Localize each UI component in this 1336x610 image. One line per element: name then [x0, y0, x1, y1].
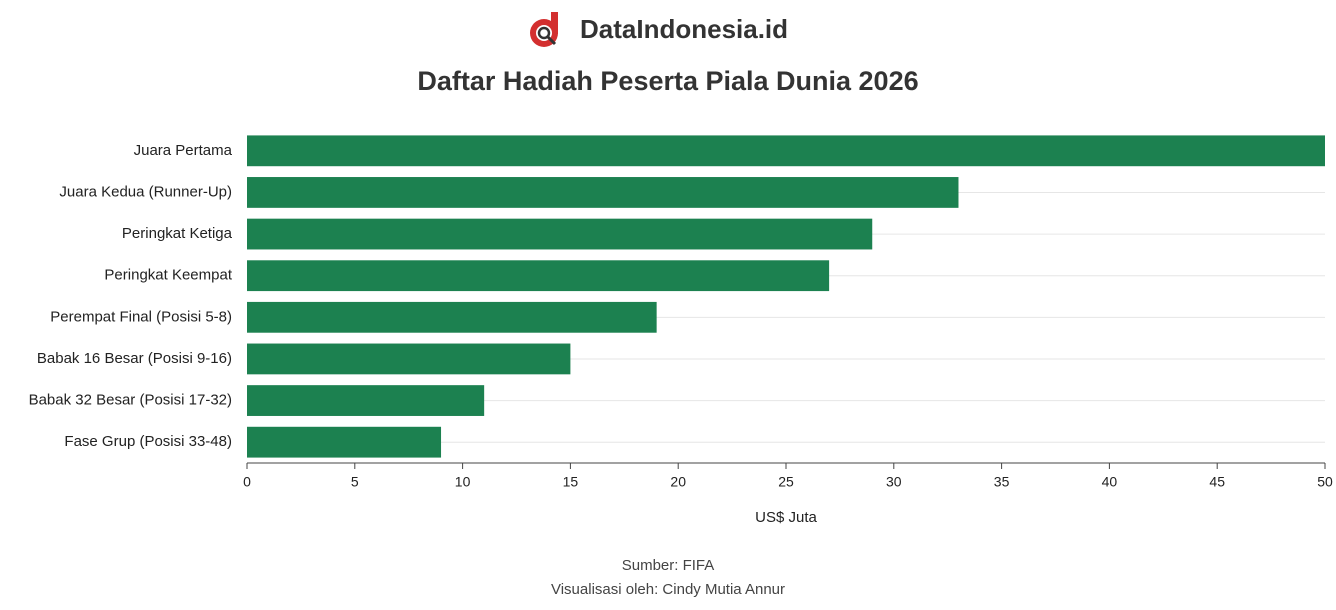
- credit: Visualisasi oleh: Cindy Mutia Annur: [551, 581, 785, 598]
- x-axis-label: US$ Juta: [755, 509, 817, 526]
- y-tick-label: Juara Pertama: [134, 142, 233, 159]
- x-tick-label: 5: [351, 474, 359, 490]
- x-tick-label: 20: [670, 474, 686, 490]
- bar: [247, 301, 657, 333]
- y-tick-label: Juara Kedua (Runner-Up): [59, 183, 232, 200]
- bar: [247, 177, 959, 208]
- x-tick-label: 50: [1317, 474, 1333, 490]
- x-tick-label: 35: [994, 474, 1010, 490]
- bar: [247, 218, 873, 250]
- y-tick-label: Fase Grup (Posisi 33-48): [64, 433, 232, 450]
- logo-icon: [530, 12, 558, 47]
- y-tick-label: Babak 32 Besar (Posisi 17-32): [29, 392, 232, 409]
- bar: [247, 426, 442, 458]
- y-tick-label: Peringkat Keempat: [104, 267, 232, 284]
- x-tick-label: 25: [778, 474, 794, 490]
- y-tick-label: Peringkat Ketiga: [122, 225, 233, 242]
- bar: [247, 135, 1325, 167]
- y-tick-label: Babak 16 Besar (Posisi 9-16): [37, 350, 232, 367]
- x-tick-label: 10: [455, 474, 471, 490]
- bar: [247, 260, 830, 292]
- x-tick-label: 15: [563, 474, 579, 490]
- source: Sumber: FIFA: [622, 557, 715, 574]
- x-tick-label: 45: [1209, 474, 1225, 490]
- x-tick-label: 40: [1102, 474, 1118, 490]
- x-tick-label: 30: [886, 474, 902, 490]
- chart-title: Daftar Hadiah Peserta Piala Dunia 2026: [417, 66, 918, 96]
- x-tick-label: 0: [243, 474, 251, 490]
- y-tick-label: Perempat Final (Posisi 5-8): [50, 308, 232, 325]
- bar: [247, 343, 571, 375]
- bar: [247, 385, 485, 416]
- brand: DataIndonesia.id: [580, 14, 788, 44]
